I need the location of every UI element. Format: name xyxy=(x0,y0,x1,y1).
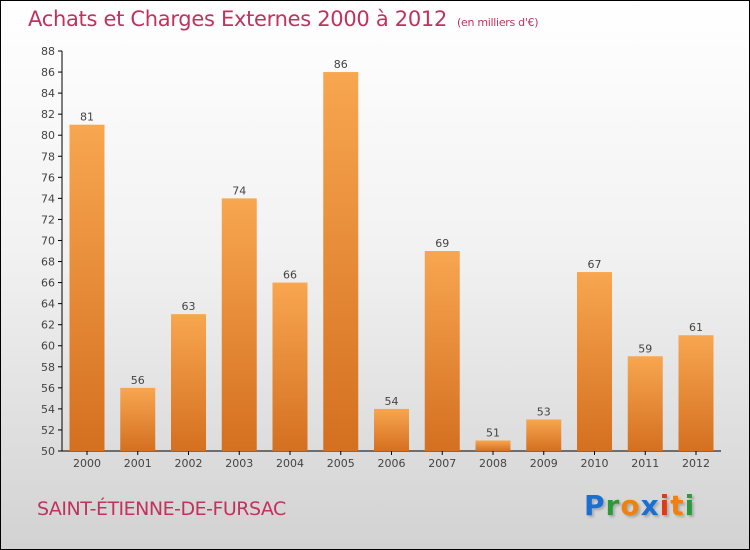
bar xyxy=(475,440,511,451)
y-tick-label: 68 xyxy=(41,256,55,269)
y-tick-label: 54 xyxy=(41,403,55,416)
data-label: 67 xyxy=(588,258,602,271)
city-name: SAINT-ÉTIENNE-DE-FURSAC xyxy=(37,498,286,520)
bar xyxy=(272,282,308,451)
bar xyxy=(627,356,663,451)
y-tick-label: 64 xyxy=(41,298,55,311)
data-label: 61 xyxy=(689,321,703,334)
data-label: 54 xyxy=(385,395,399,408)
data-label: 53 xyxy=(537,405,551,418)
x-tick-label: 2012 xyxy=(682,457,710,470)
bar xyxy=(678,335,714,451)
x-tick-label: 2002 xyxy=(175,457,203,470)
x-tick-label: 2009 xyxy=(530,457,558,470)
unit-label: (en milliers d'€) xyxy=(457,16,539,29)
y-tick-label: 88 xyxy=(41,45,55,58)
bar xyxy=(171,314,206,451)
bar xyxy=(374,408,409,451)
bar xyxy=(424,251,460,451)
y-tick-label: 60 xyxy=(41,340,55,353)
data-label: 74 xyxy=(232,184,246,197)
y-tick-label: 52 xyxy=(41,424,55,437)
x-tick-label: 2001 xyxy=(124,457,152,470)
bar xyxy=(526,419,562,451)
x-tick-label: 2006 xyxy=(378,457,406,470)
x-tick-label: 2008 xyxy=(479,457,507,470)
y-tick-label: 80 xyxy=(41,129,55,142)
x-tick-label: 2007 xyxy=(428,457,456,470)
y-tick-label: 74 xyxy=(41,192,55,205)
proxiti-logo: Proxiti xyxy=(584,489,696,522)
x-tick-label: 2000 xyxy=(73,457,101,470)
data-label: 56 xyxy=(131,374,145,387)
y-tick-label: 84 xyxy=(41,87,55,100)
y-tick-label: 50 xyxy=(41,445,55,458)
x-tick-label: 2004 xyxy=(276,457,304,470)
data-label: 81 xyxy=(80,111,94,124)
y-tick-label: 58 xyxy=(41,361,55,374)
x-tick-label: 2003 xyxy=(225,457,253,470)
data-label: 69 xyxy=(435,237,449,250)
x-tick-label: 2010 xyxy=(581,457,609,470)
y-tick-label: 66 xyxy=(41,277,55,290)
bar xyxy=(69,124,105,452)
bar xyxy=(120,387,156,451)
bar xyxy=(577,272,612,451)
bar-chart: 50 52 54 56 58 60 62 64 66 68 70 72 74 76 78 80 82 84 86 88… xyxy=(41,45,721,470)
bar xyxy=(323,72,359,451)
y-tick-label: 56 xyxy=(41,382,55,395)
title-text: Achats et Charges Externes 2000 à 2012 xyxy=(28,7,448,31)
data-label: 86 xyxy=(334,58,348,71)
y-tick-label: 70 xyxy=(41,234,55,247)
y-tick-label: 78 xyxy=(41,150,55,163)
chart-title: Achats et Charges Externes 2000 à 2012 (e… xyxy=(28,7,539,31)
bar xyxy=(221,198,257,451)
x-tick-label: 2011 xyxy=(631,457,659,470)
x-tick-label: 2005 xyxy=(327,457,355,470)
data-label: 66 xyxy=(283,269,297,282)
data-label: 63 xyxy=(182,300,196,313)
y-tick-label: 82 xyxy=(41,108,55,121)
y-tick-label: 86 xyxy=(41,66,55,79)
y-tick-label: 62 xyxy=(41,319,55,332)
y-tick-label: 76 xyxy=(41,171,55,184)
data-label: 59 xyxy=(638,342,652,355)
y-tick-label: 72 xyxy=(41,213,55,226)
data-label: 51 xyxy=(486,426,500,439)
